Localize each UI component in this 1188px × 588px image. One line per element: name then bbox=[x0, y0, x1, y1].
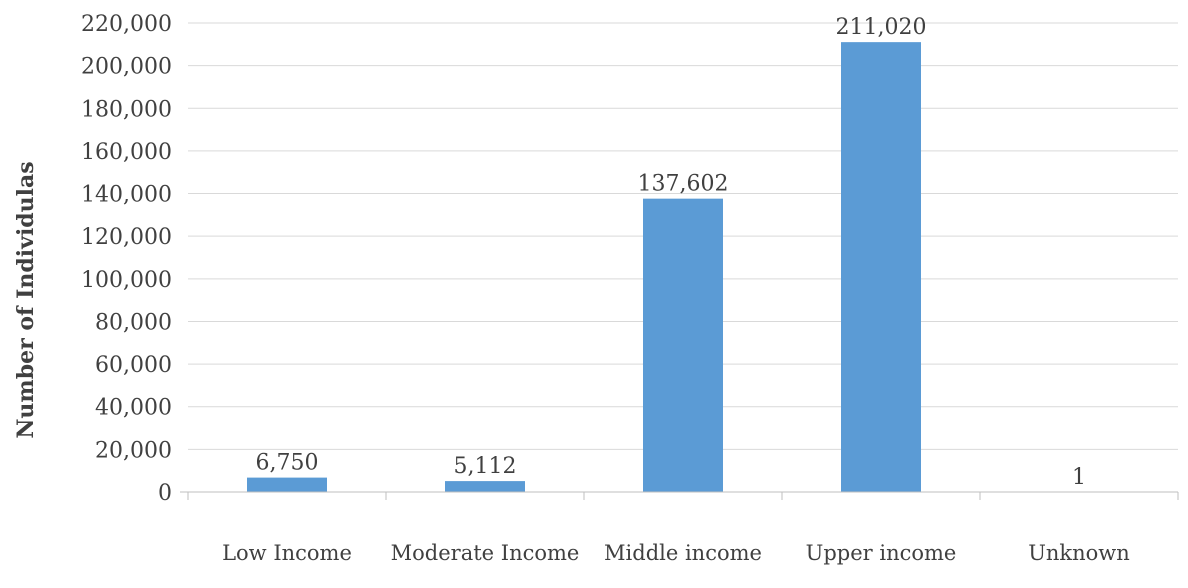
y-tick-labels: 0 20,000 40,000 60,000 80,000 100,000 120,000 1… bbox=[81, 12, 172, 506]
y-tick-label: 120,000 bbox=[81, 225, 172, 250]
x-category-labels: Low Income Moderate Income Middle income Up… bbox=[222, 541, 1130, 565]
x-category-label: Moderate Income bbox=[391, 541, 580, 565]
y-tick-label: 0 bbox=[158, 481, 172, 506]
y-tick-label: 80,000 bbox=[95, 310, 172, 335]
data-label: 137,602 bbox=[638, 172, 729, 197]
x-category-label: Middle income bbox=[604, 541, 762, 565]
y-tick-label: 220,000 bbox=[81, 12, 172, 37]
bar bbox=[247, 477, 327, 492]
data-labels: 6,750 5,112 137,602 211,020 1 bbox=[256, 15, 1086, 490]
bars bbox=[247, 42, 1119, 493]
y-tick-label: 180,000 bbox=[81, 97, 172, 122]
bar bbox=[841, 42, 921, 492]
x-category-label: Unknown bbox=[1028, 541, 1130, 565]
data-label: 6,750 bbox=[256, 451, 319, 476]
x-axis bbox=[180, 491, 1179, 500]
data-label: 211,020 bbox=[836, 15, 927, 40]
y-tick-label: 40,000 bbox=[95, 396, 172, 421]
bar bbox=[445, 481, 525, 492]
y-tick-label: 60,000 bbox=[95, 353, 172, 378]
y-tick-label: 160,000 bbox=[81, 140, 172, 165]
y-axis-label: Number of Individulas bbox=[13, 161, 39, 438]
bar bbox=[643, 198, 723, 493]
y-tick-label: 200,000 bbox=[81, 55, 172, 80]
data-label: 1 bbox=[1072, 465, 1086, 490]
y-tick-label: 140,000 bbox=[81, 183, 172, 208]
data-label: 5,112 bbox=[454, 454, 517, 479]
x-category-label: Low Income bbox=[222, 541, 352, 565]
x-category-label: Upper income bbox=[806, 541, 957, 565]
y-tick-label: 100,000 bbox=[81, 268, 172, 293]
y-tick-label: 20,000 bbox=[95, 438, 172, 463]
